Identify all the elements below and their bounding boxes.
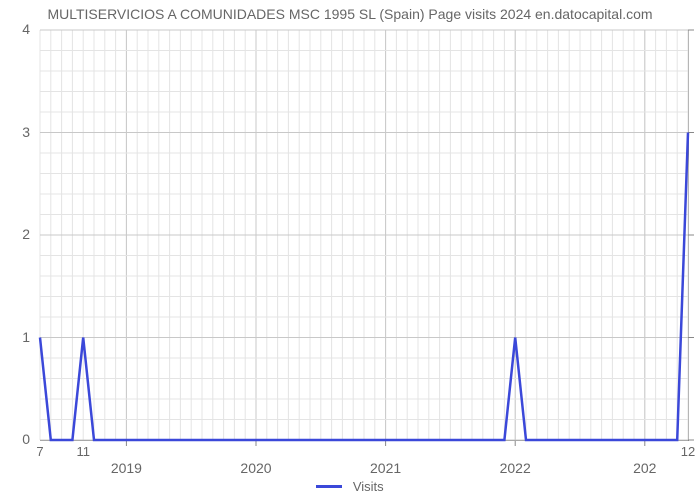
x-major-tick-label: 2021 bbox=[356, 460, 416, 476]
x-major-tick-label: 2022 bbox=[485, 460, 545, 476]
legend-swatch bbox=[316, 485, 342, 488]
y-tick-label: 4 bbox=[0, 21, 30, 37]
legend: Visits bbox=[0, 478, 700, 496]
x-major-tick-label: 2020 bbox=[226, 460, 286, 476]
x-major-tick-label: 202 bbox=[615, 460, 675, 476]
y-tick-label: 3 bbox=[0, 124, 30, 140]
chart-plot-area bbox=[40, 30, 689, 441]
chart-title: MULTISERVICIOS A COMUNIDADES MSC 1995 SL… bbox=[0, 6, 700, 22]
x-edge-label: 7 bbox=[25, 444, 55, 459]
x-major-tick-label: 2019 bbox=[96, 460, 156, 476]
y-tick-label: 2 bbox=[0, 226, 30, 242]
chart-svg bbox=[40, 30, 688, 440]
x-edge-label: 11 bbox=[68, 444, 98, 459]
y-tick-label: 1 bbox=[0, 329, 30, 345]
legend-label: Visits bbox=[353, 479, 384, 494]
x-edge-label: 12 bbox=[673, 444, 700, 459]
